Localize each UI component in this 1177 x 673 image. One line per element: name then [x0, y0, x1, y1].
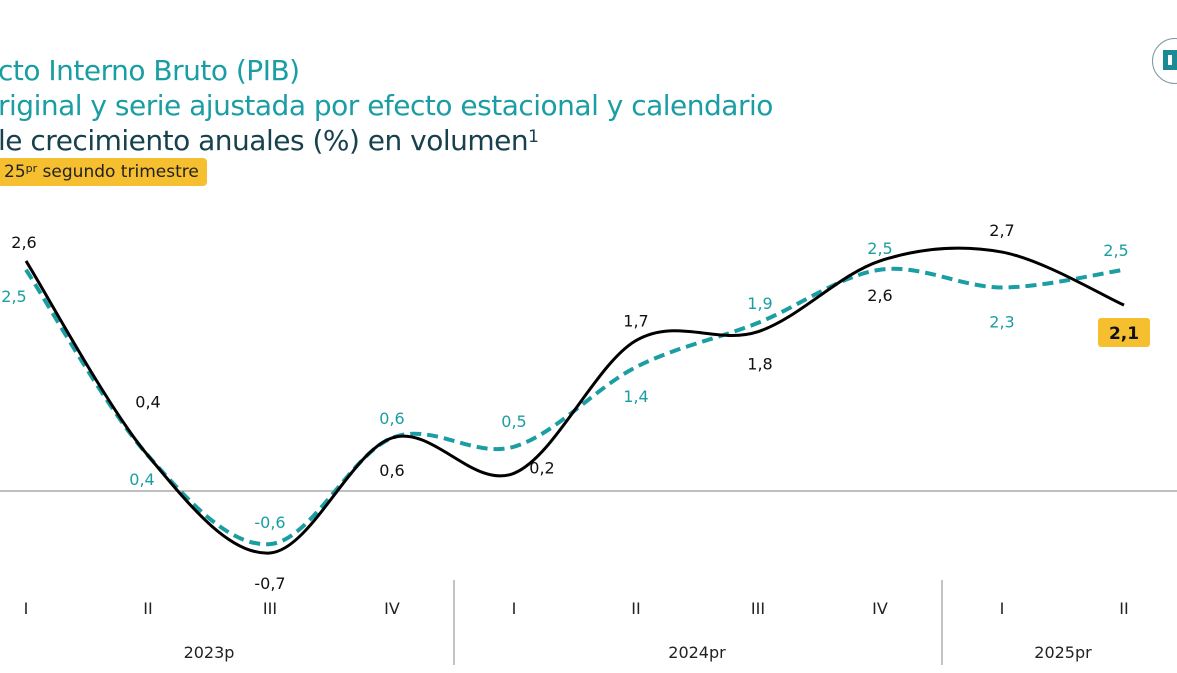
year-label: 2025pr: [1034, 643, 1092, 662]
x-tick-label: I: [24, 599, 29, 618]
x-tick-label: II: [1119, 599, 1128, 618]
adjusted-data-label: 2,5: [1, 287, 26, 306]
x-tick-label: I: [1000, 599, 1005, 618]
highlight-label: 2,1: [1098, 318, 1150, 347]
period-badge: 25pr segundo trimestre: [0, 158, 207, 186]
title-line-1: cto Interno Bruto (PIB): [0, 54, 300, 87]
highlight-box: [1098, 318, 1150, 347]
original-data-label: 2,7: [989, 221, 1014, 240]
original-data-label: 0,2: [529, 458, 554, 477]
original-data-label: 1,8: [747, 355, 772, 374]
adjusted-data-label: 1,9: [747, 294, 772, 313]
badge-text: segundo trimestre: [37, 162, 199, 182]
adjusted-data-label: -0,6: [254, 513, 285, 532]
badge-sup: pr: [25, 162, 38, 175]
adjusted-data-label: 0,6: [379, 409, 404, 428]
x-tick-label: III: [263, 599, 277, 618]
adjusted-data-label: 2,5: [1103, 241, 1128, 260]
title-line-3-text: le crecimiento anuales (%) en volumen: [0, 124, 529, 157]
original-data-label: 2,6: [867, 286, 892, 305]
highlight-value: 2,1: [1109, 324, 1139, 344]
original-data-label: 0,4: [135, 393, 160, 412]
year-label: 2023p: [184, 643, 235, 662]
adjusted-data-label: 0,4: [129, 470, 154, 489]
title-line-3: le crecimiento anuales (%) en volumen1: [0, 124, 539, 158]
series-original-line: [24, 246, 1125, 555]
adjusted-data-label: 2,3: [989, 312, 1014, 331]
x-tick-label: II: [631, 599, 640, 618]
series-adjusted-line: [24, 266, 1125, 547]
adjusted-data-label: 2,5: [867, 239, 892, 258]
x-tick-label: I: [512, 599, 517, 618]
x-tick-label: III: [751, 599, 765, 618]
original-data-label: -0,7: [254, 574, 285, 593]
original-data-label: 1,7: [623, 312, 648, 331]
adjusted-data-label: 0,5: [501, 412, 526, 431]
adjusted-data-label: 1,4: [623, 387, 648, 406]
original-data-label: 2,6: [11, 233, 36, 252]
title-line-2: riginal y serie ajustada por efecto esta…: [0, 89, 773, 122]
original-data-label: 0,6: [379, 461, 404, 480]
badge-year: 25: [4, 162, 26, 182]
x-tick-label: IV: [384, 599, 400, 618]
footnote-marker: 1: [528, 127, 539, 147]
x-tick-label: II: [143, 599, 152, 618]
year-label: 2024pr: [668, 643, 726, 662]
x-tick-label: IV: [872, 599, 888, 618]
